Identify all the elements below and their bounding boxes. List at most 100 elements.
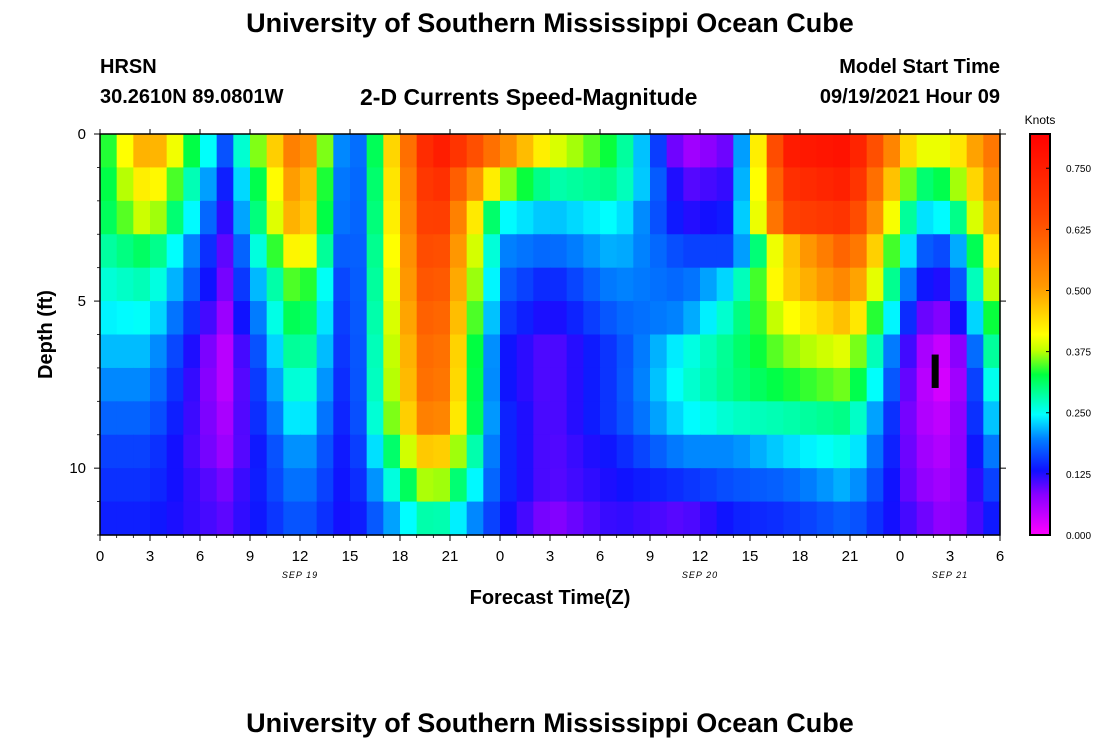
heat-cell: [366, 234, 384, 269]
heat-cell: [266, 468, 284, 503]
heat-cell: [433, 267, 451, 302]
heat-cell: [600, 401, 618, 436]
heat-cell: [133, 167, 151, 202]
heat-cell: [683, 167, 701, 202]
heat-cell: [433, 434, 451, 469]
heat-cell: [900, 501, 918, 536]
heat-cell: [850, 200, 868, 235]
heat-cell: [500, 501, 518, 536]
heat-cell: [400, 434, 418, 469]
heat-cell: [733, 501, 751, 536]
heat-cell: [250, 334, 268, 369]
heat-cell: [666, 434, 684, 469]
heat-cell: [733, 367, 751, 402]
heat-cell: [733, 468, 751, 503]
heat-cell: [316, 134, 334, 169]
heat-cell: [766, 501, 784, 536]
heat-cell: [266, 267, 284, 302]
heat-cell: [766, 267, 784, 302]
heat-cell: [850, 468, 868, 503]
heat-cell: [966, 301, 984, 336]
heat-cell: [450, 167, 468, 202]
heat-cell: [800, 267, 818, 302]
heat-cell: [683, 401, 701, 436]
heat-cell: [433, 401, 451, 436]
heat-cell: [116, 334, 134, 369]
heat-cell: [416, 434, 434, 469]
heat-cell: [950, 167, 968, 202]
heat-cell: [100, 200, 118, 235]
heat-cell: [933, 200, 951, 235]
heat-cell: [333, 367, 351, 402]
heat-cell: [433, 134, 451, 169]
heat-cell: [700, 401, 718, 436]
heat-cell: [316, 267, 334, 302]
heat-cell: [616, 200, 634, 235]
heat-cell: [633, 200, 651, 235]
x-tick-label: 0: [896, 548, 904, 565]
heat-cell: [250, 501, 268, 536]
heat-cell: [500, 468, 518, 503]
heat-cell: [516, 468, 534, 503]
heat-cell: [716, 134, 734, 169]
heat-cell: [483, 468, 501, 503]
heat-cell: [916, 200, 934, 235]
heat-cell: [566, 434, 584, 469]
heat-cell: [600, 301, 618, 336]
heat-cell: [400, 134, 418, 169]
model-start-label: Model Start Time: [839, 56, 1000, 78]
heat-cell: [100, 167, 118, 202]
heat-cell: [200, 334, 218, 369]
heat-cell: [300, 301, 318, 336]
heat-cell: [383, 267, 401, 302]
heat-cell: [516, 501, 534, 536]
heat-cell: [850, 501, 868, 536]
heat-cell: [416, 267, 434, 302]
heat-cell: [983, 200, 1001, 235]
heat-cell: [983, 501, 1001, 536]
heat-cell: [700, 167, 718, 202]
heat-cell: [766, 434, 784, 469]
heat-cell: [966, 134, 984, 169]
heat-cell: [883, 501, 901, 536]
heat-cell: [600, 200, 618, 235]
heat-cell: [783, 334, 801, 369]
heat-cell: [500, 134, 518, 169]
heat-cell: [950, 367, 968, 402]
heat-cell: [683, 501, 701, 536]
heat-cell: [283, 501, 301, 536]
heat-cell: [866, 167, 884, 202]
heat-cell: [166, 501, 184, 536]
heat-cell: [700, 301, 718, 336]
heat-cell: [900, 468, 918, 503]
heat-cell: [516, 200, 534, 235]
heat-cell: [583, 167, 601, 202]
x-tick-label: 15: [342, 548, 359, 565]
heat-cell: [616, 167, 634, 202]
heat-cell: [216, 200, 234, 235]
heat-cell: [366, 367, 384, 402]
heat-cell: [466, 134, 484, 169]
heat-cell: [400, 468, 418, 503]
heat-cell: [400, 267, 418, 302]
heat-cell: [783, 134, 801, 169]
heat-cell: [750, 334, 768, 369]
x-tick-label: 9: [246, 548, 254, 565]
station-coordinates: 30.2610N 89.0801W: [100, 86, 284, 108]
heat-cell: [233, 367, 251, 402]
heat-cell: [350, 200, 368, 235]
heat-cell: [483, 501, 501, 536]
heat-cell: [766, 468, 784, 503]
heat-cell: [183, 367, 201, 402]
heat-cell: [400, 401, 418, 436]
heat-cell: [433, 334, 451, 369]
heat-cell: [233, 434, 251, 469]
heat-cell: [483, 167, 501, 202]
heat-cell: [666, 401, 684, 436]
heat-cell: [350, 367, 368, 402]
heat-cell: [300, 167, 318, 202]
heat-cell: [700, 501, 718, 536]
heat-cell: [833, 267, 851, 302]
heat-cell: [916, 501, 934, 536]
